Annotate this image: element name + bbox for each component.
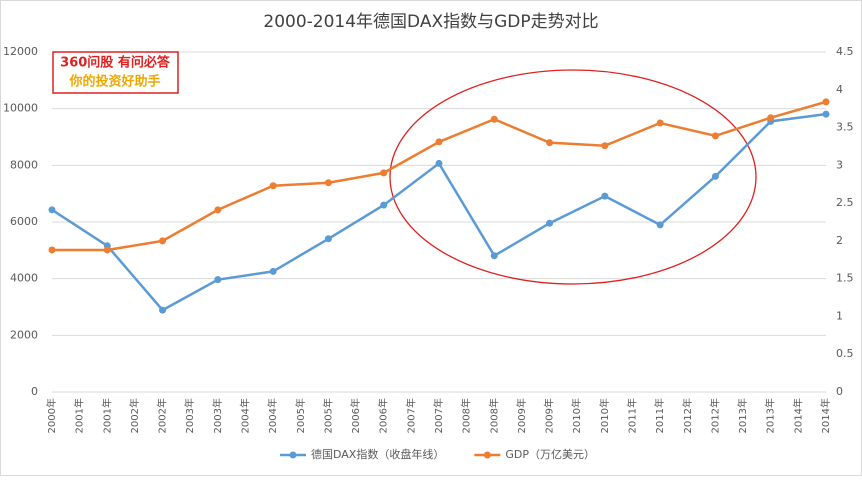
data-point [380,201,388,209]
data-point [656,221,664,229]
data-point [546,219,554,227]
x-tick-label: 2012年 [681,398,694,433]
data-point [269,267,277,275]
x-tick-label: 2008年 [487,398,500,433]
highlight-ellipse [389,69,757,285]
y-tick-label: 6000 [10,215,38,228]
data-point [159,306,167,314]
watermark-box [52,51,179,94]
chart-title: 2000-2014年德国DAX指数与GDP走势对比 [263,12,598,32]
x-tick-label: 2006年 [377,398,390,433]
x-tick-label: 2011年 [626,398,639,433]
x-tick-label: 2007年 [432,398,445,433]
x-tick-label: 2005年 [294,398,307,433]
watermark-line: 你的投资好助手 [68,74,160,90]
data-point [324,235,332,243]
data-point [159,237,167,245]
y2-tick-label: 1 [836,309,843,322]
data-point [380,169,388,177]
x-tick-label: 2004年 [266,398,279,433]
x-tick-label: 2008年 [460,398,473,433]
x-tick-label: 2011年 [653,398,666,433]
x-tick-label: 2009年 [515,398,528,433]
x-tick-label: 2006年 [349,398,362,433]
y2-tick-label: 1.5 [836,272,854,285]
data-point [48,206,56,214]
y-tick-label: 12000 [3,45,38,58]
data-point [822,98,830,106]
y-tick-label: 2000 [10,328,38,341]
data-point [324,179,332,187]
x-tick-label: 2003年 [183,398,196,433]
x-tick-label: 2009年 [543,398,556,433]
data-point [490,115,498,123]
x-tick-label: 2002年 [128,398,141,433]
legend-label: GDP（万亿美元） [505,448,595,461]
data-point [435,138,443,146]
data-point [214,206,222,214]
x-tick-label: 2002年 [156,398,169,433]
y2-tick-label: 3.5 [836,121,854,134]
x-tick-label: 2004年 [239,398,252,433]
y-tick-label: 10000 [3,102,38,115]
y2-tick-label: 2.5 [836,196,854,209]
x-tick-label: 2013年 [764,398,777,433]
x-tick-label: 2001年 [73,398,86,433]
y2-tick-label: 4 [836,83,843,96]
y2-tick-label: 4.5 [836,45,854,58]
data-point [546,139,554,147]
x-tick-label: 2013年 [736,398,749,433]
data-point [767,114,775,122]
x-tick-label: 2007年 [404,398,417,433]
data-point [103,246,111,254]
x-tick-label: 2014年 [819,398,832,433]
data-point [214,276,222,284]
data-point [269,182,277,190]
legend-label: 德国DAX指数（收盘年线） [311,447,444,461]
data-point [711,172,719,180]
y2-tick-label: 2 [836,234,843,247]
data-point [435,159,443,167]
x-tick-label: 2005年 [321,398,334,433]
legend-marker [483,451,491,459]
data-point [48,246,56,254]
y2-tick-label: 0 [836,385,843,398]
x-tick-label: 2012年 [708,398,721,433]
data-point [822,110,830,118]
y-tick-label: 8000 [10,158,38,171]
y-tick-label: 0 [31,385,38,398]
legend-marker [289,451,297,459]
x-tick-label: 2001年 [100,398,113,433]
y2-tick-label: 3 [836,158,843,171]
data-point [601,192,609,200]
watermark-line: 360问股 有问必答 [60,55,171,71]
data-point [711,132,719,140]
x-tick-label: 2010年 [570,398,583,433]
data-point [490,252,498,260]
data-point [656,119,664,127]
x-tick-label: 2010年 [598,398,611,433]
y-tick-label: 4000 [10,272,38,285]
x-tick-label: 2000年 [45,398,58,433]
x-tick-label: 2014年 [791,398,804,433]
y2-tick-label: 0.5 [836,347,854,360]
x-tick-label: 2003年 [211,398,224,433]
data-point [601,142,609,150]
